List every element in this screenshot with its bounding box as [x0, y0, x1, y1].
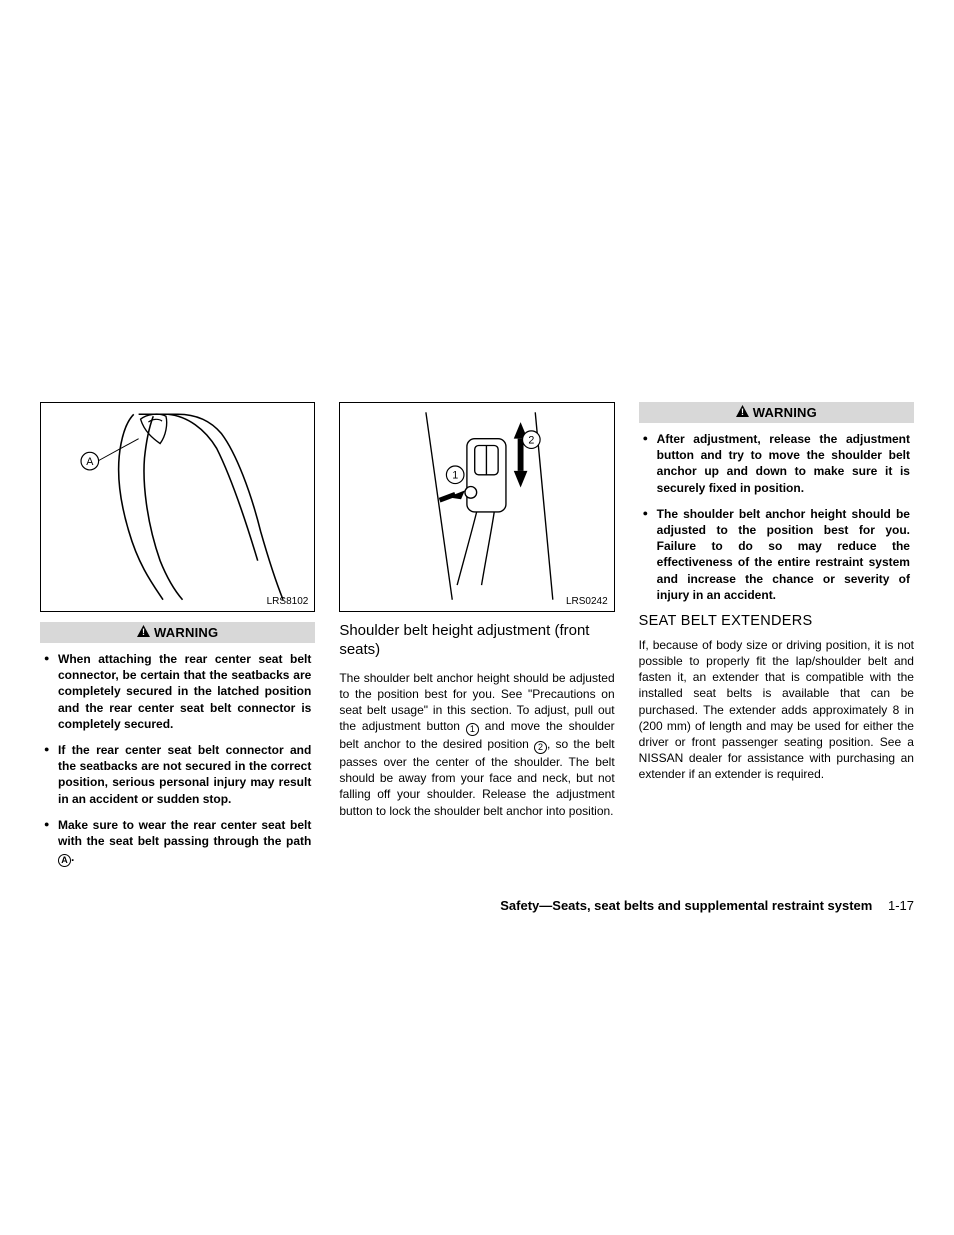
- warning-icon: !: [137, 625, 150, 640]
- warning-item: Make sure to wear the rear center seat b…: [44, 817, 311, 867]
- figure-center-svg: 1 2: [340, 403, 613, 611]
- footer-section: Safety—Seats, seat belts and supplementa…: [500, 898, 872, 913]
- svg-text:!: !: [142, 627, 145, 637]
- warning-item: The shoulder belt anchor height should b…: [643, 506, 910, 603]
- figure-center: 1 2 LRS0242: [339, 402, 614, 612]
- extenders-body: If, because of body size or driving posi…: [639, 637, 914, 783]
- page-footer: Safety—Seats, seat belts and supplementa…: [500, 898, 914, 913]
- warning-label: WARNING: [154, 625, 218, 640]
- svg-text:2: 2: [529, 435, 535, 447]
- figure-left: A LRS8102: [40, 402, 315, 612]
- warning-list-right: After adjustment, release the adjustment…: [643, 431, 910, 603]
- figure-left-svg: A: [41, 403, 314, 611]
- callout-a: A: [86, 456, 94, 468]
- svg-text:1: 1: [453, 470, 459, 482]
- warning-list-left: When attaching the rear center seat belt…: [44, 651, 311, 867]
- warning-item: If the rear center seat belt connector a…: [44, 742, 311, 807]
- subheading-shoulder: Shoulder belt height adjustment (front s…: [339, 622, 614, 660]
- center-body: The shoulder belt anchor height should b…: [339, 670, 614, 819]
- callout-a-inline: A: [58, 854, 71, 867]
- callout-2-inline: 2: [534, 741, 547, 754]
- page-content: A LRS8102 ! WARNING When attaching the r…: [40, 402, 914, 877]
- figure-left-label: LRS8102: [267, 596, 309, 607]
- svg-text:!: !: [741, 407, 744, 417]
- warning-icon: !: [736, 405, 749, 420]
- column-center: 1 2 LRS0242 Shoulder belt height adjustm…: [339, 402, 614, 877]
- warning-item: When attaching the rear center seat belt…: [44, 651, 311, 732]
- warning-label: WARNING: [753, 405, 817, 420]
- callout-1-inline: 1: [466, 723, 479, 736]
- warning-bar-left: ! WARNING: [40, 622, 315, 643]
- column-right: ! WARNING After adjustment, release the …: [639, 402, 914, 877]
- heading-extenders: SEAT BELT EXTENDERS: [639, 613, 914, 629]
- column-left: A LRS8102 ! WARNING When attaching the r…: [40, 402, 315, 877]
- warning-bar-right: ! WARNING: [639, 402, 914, 423]
- warning-item: After adjustment, release the adjustment…: [643, 431, 910, 496]
- figure-center-label: LRS0242: [566, 596, 608, 607]
- footer-page: 1-17: [888, 898, 914, 913]
